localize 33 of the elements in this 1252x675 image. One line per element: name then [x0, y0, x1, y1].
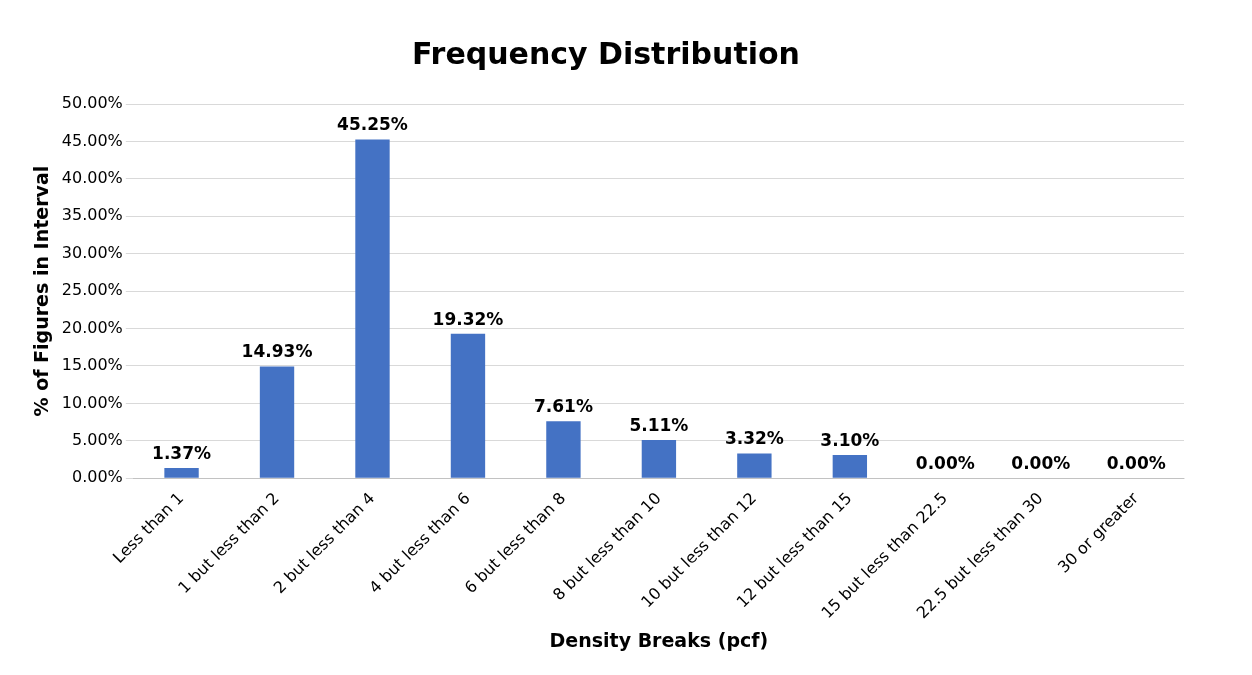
y-tick-label: 45.00%	[61, 130, 123, 150]
data-label: 0.00%	[915, 453, 975, 474]
data-label: 7.61%	[533, 396, 593, 417]
x-axis-title: Density Breaks (pcf)	[549, 628, 769, 651]
bar	[355, 139, 390, 478]
y-tick-label: 5.00%	[71, 429, 123, 449]
bar	[832, 455, 868, 478]
bar	[164, 468, 199, 478]
y-tick-label: 10.00%	[61, 392, 123, 412]
y-axis-title: % of Figures in Interval	[30, 165, 53, 417]
data-label: 3.10%	[820, 429, 880, 450]
y-tick-label: 25.00%	[61, 280, 123, 300]
bar	[450, 333, 486, 478]
data-label: 14.93%	[241, 341, 313, 362]
y-tick-label: 50.00%	[61, 93, 123, 113]
y-tick-label: 20.00%	[61, 317, 123, 337]
y-tick-label: 40.00%	[61, 168, 123, 188]
bar	[641, 440, 677, 478]
data-label: 45.25%	[337, 114, 408, 135]
data-label: 0.00%	[1106, 453, 1166, 474]
bar	[737, 453, 772, 478]
bar	[546, 421, 581, 478]
bar	[259, 366, 295, 478]
data-label: 1.37%	[152, 442, 212, 463]
y-tick-label: 30.00%	[61, 242, 123, 262]
y-tick-label: 0.00%	[71, 467, 123, 487]
data-label: 0.00%	[1011, 453, 1071, 474]
chart-title: Frequency Distribution	[412, 35, 800, 71]
y-tick-label: 35.00%	[61, 205, 123, 225]
data-label: 3.32%	[724, 428, 784, 449]
y-tick-label: 15.00%	[61, 355, 123, 375]
data-label: 5.11%	[629, 414, 689, 435]
data-label: 19.32%	[432, 308, 504, 329]
